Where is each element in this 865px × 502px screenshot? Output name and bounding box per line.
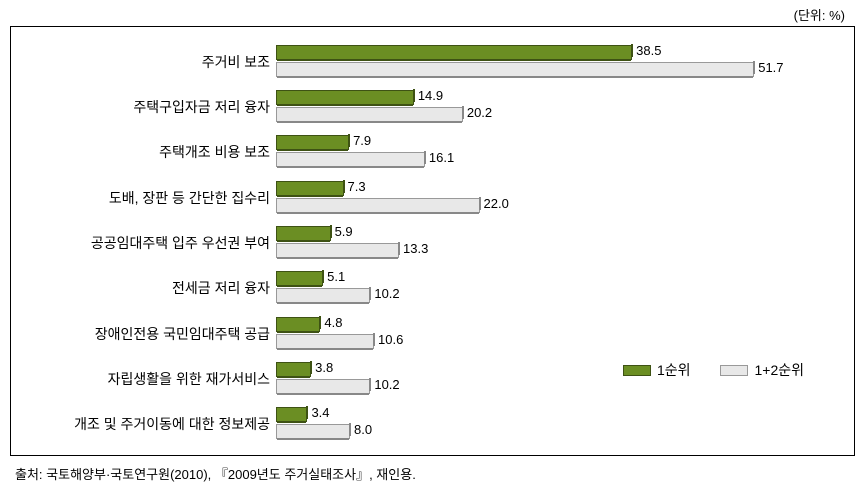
bar-series2 [276, 334, 374, 349]
bar-group: 3.4 8.0 [276, 404, 839, 444]
value-label-series1: 5.1 [327, 269, 345, 284]
value-label-series1: 14.9 [418, 88, 443, 103]
bar-series2 [276, 107, 463, 122]
bar-group: 7.3 22.0 [276, 178, 839, 218]
category-label: 주택개조 비용 보조 [26, 142, 276, 162]
bar-series1 [276, 362, 311, 377]
bar-series1 [276, 317, 320, 332]
bar-series1 [276, 90, 414, 105]
legend-label-1: 1순위 [657, 360, 691, 380]
value-label-series2: 10.2 [374, 286, 399, 301]
bar-group: 5.9 13.3 [276, 223, 839, 263]
value-label-series1: 7.9 [353, 133, 371, 148]
value-label-series1: 7.3 [348, 179, 366, 194]
bar-group: 38.5 51.7 [276, 42, 839, 82]
legend-swatch-2 [720, 365, 748, 376]
value-label-series2: 10.6 [378, 332, 403, 347]
category-label: 전세금 저리 융자 [26, 278, 276, 298]
category-label: 주거비 보조 [26, 52, 276, 72]
bar-series2 [276, 243, 399, 258]
source-text: 출처: 국토해양부·국토연구원(2010), 『2009년도 주거실태조사』, … [10, 464, 855, 483]
category-label: 공공임대주택 입주 우선권 부여 [26, 233, 276, 253]
bar-series2 [276, 152, 425, 167]
chart-row: 개조 및 주거이동에 대한 정보제공 3.4 8.0 [26, 402, 839, 446]
value-label-series1: 4.8 [324, 315, 342, 330]
chart-row: 주택개조 비용 보조 7.9 16.1 [26, 130, 839, 174]
chart-rows: 주거비 보조 38.5 51.7 주택구입자금 저리 융자 14.9 20.2 주택개조 비… [26, 39, 839, 447]
value-label-series2: 51.7 [758, 60, 783, 75]
bar-series1 [276, 45, 632, 60]
bar-series2 [276, 198, 480, 213]
chart-row: 공공임대주택 입주 우선권 부여 5.9 13.3 [26, 221, 839, 265]
value-label-series2: 16.1 [429, 150, 454, 165]
category-label: 자립생활을 위한 재가서비스 [26, 369, 276, 389]
bar-group: 7.9 16.1 [276, 132, 839, 172]
value-label-series1: 5.9 [335, 224, 353, 239]
legend-label-2: 1+2순위 [754, 360, 804, 380]
bar-group: 14.9 20.2 [276, 87, 839, 127]
unit-label: (단위: %) [10, 5, 855, 24]
bar-series1 [276, 271, 323, 286]
value-label-series2: 10.2 [374, 377, 399, 392]
chart-row: 도배, 장판 등 간단한 집수리 7.3 22.0 [26, 176, 839, 220]
bar-series2 [276, 379, 370, 394]
chart-row: 주거비 보조 38.5 51.7 [26, 40, 839, 84]
chart-row: 주택구입자금 저리 융자 14.9 20.2 [26, 85, 839, 129]
category-label: 도배, 장판 등 간단한 집수리 [26, 188, 276, 208]
value-label-series2: 13.3 [403, 241, 428, 256]
bar-series2 [276, 62, 754, 77]
bar-group: 5.1 10.2 [276, 268, 839, 308]
bar-series1 [276, 181, 344, 196]
chart-container: 주거비 보조 38.5 51.7 주택구입자금 저리 융자 14.9 20.2 주택개조 비… [10, 26, 855, 456]
legend-swatch-1 [623, 365, 651, 376]
bar-series1 [276, 135, 349, 150]
bar-series2 [276, 288, 370, 303]
bar-series2 [276, 424, 350, 439]
category-label: 개조 및 주거이동에 대한 정보제공 [26, 414, 276, 434]
value-label-series2: 20.2 [467, 105, 492, 120]
category-label: 장애인전용 국민임대주택 공급 [26, 324, 276, 344]
chart-row: 전세금 저리 융자 5.1 10.2 [26, 266, 839, 310]
bar-group: 4.8 10.6 [276, 314, 839, 354]
value-label-series2: 8.0 [354, 422, 372, 437]
value-label-series1: 38.5 [636, 43, 661, 58]
category-label: 주택구입자금 저리 융자 [26, 97, 276, 117]
legend-item-2: 1+2순위 [720, 360, 804, 380]
bar-series1 [276, 226, 331, 241]
value-label-series1: 3.8 [315, 360, 333, 375]
legend: 1순위 1+2순위 [623, 360, 804, 380]
value-label-series2: 22.0 [484, 196, 509, 211]
legend-item-1: 1순위 [623, 360, 691, 380]
value-label-series1: 3.4 [311, 405, 329, 420]
bar-series1 [276, 407, 307, 422]
chart-row: 장애인전용 국민임대주택 공급 4.8 10.6 [26, 312, 839, 356]
